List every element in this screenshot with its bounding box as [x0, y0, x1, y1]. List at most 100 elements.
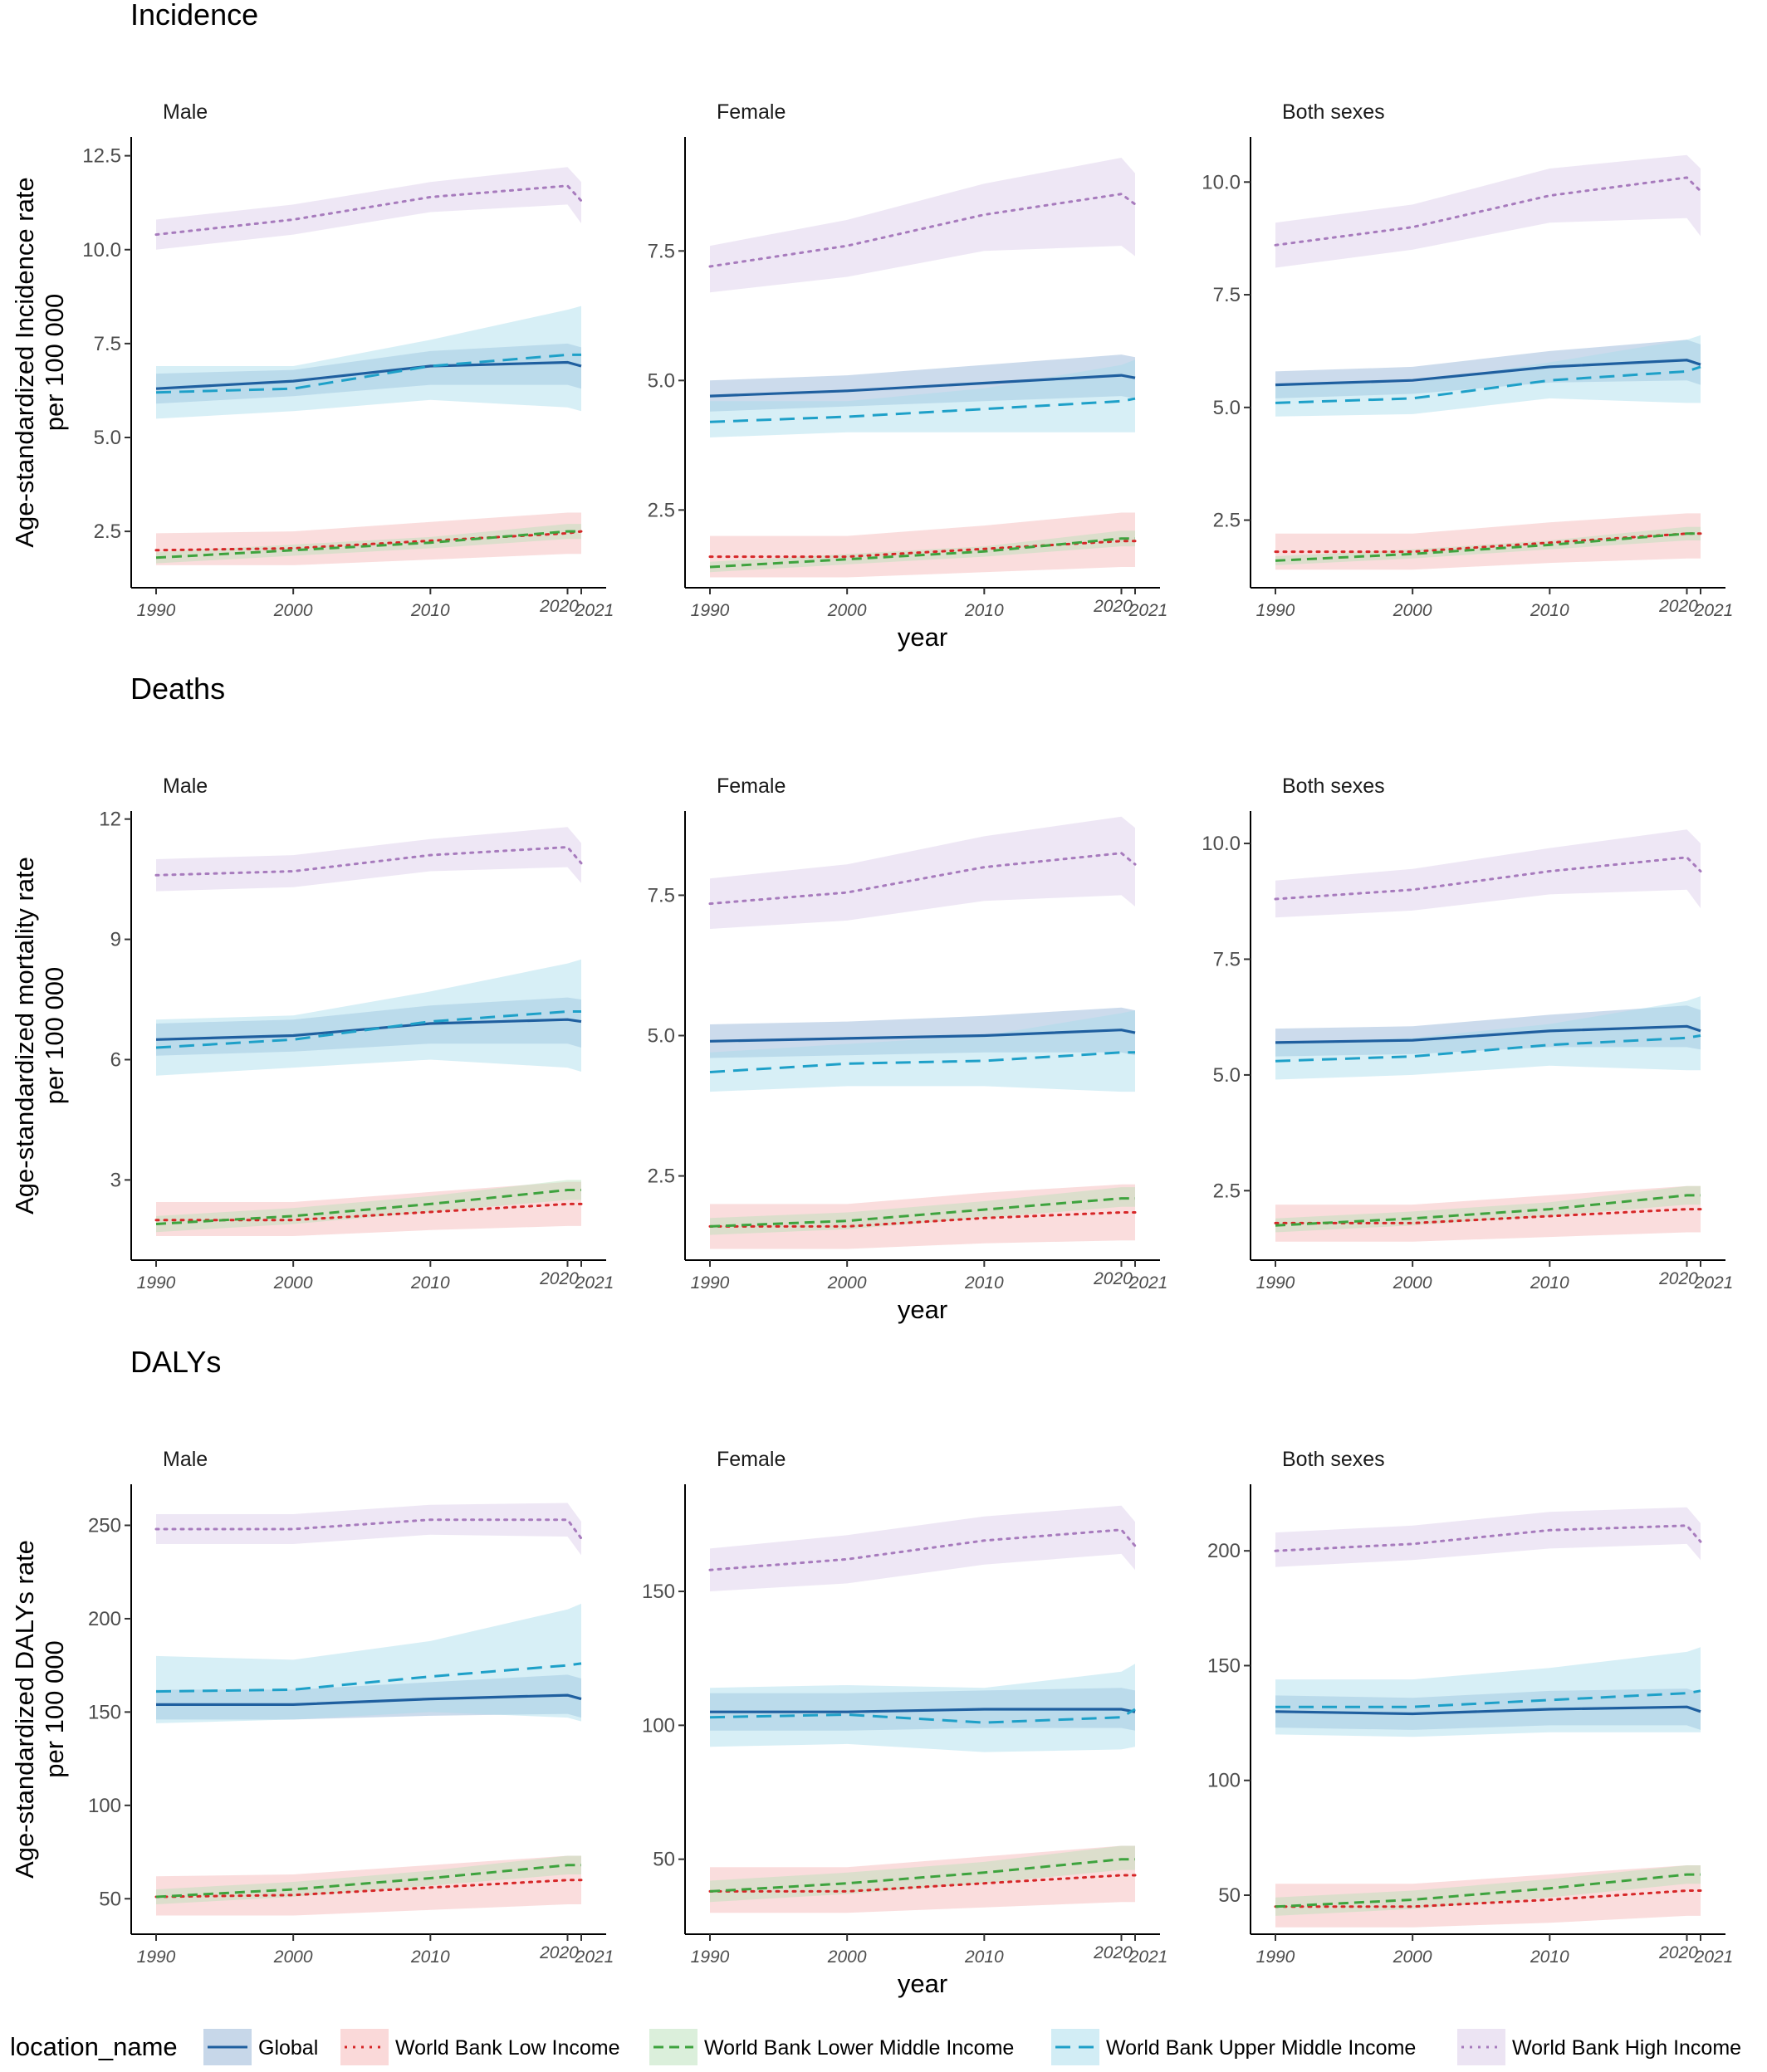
x-tick-label: 2021 [575, 1273, 614, 1293]
y-tick-label: 7.5 [1213, 284, 1241, 306]
panel-dalys-both-sexes: Both sexes 50 100 150 200 1990 2000 2010 2020202… [1207, 1448, 1733, 1967]
uncertainty-band-uppermid [156, 1603, 581, 1723]
x-tick-label: 1990 [137, 1273, 176, 1293]
y-tick-label: 250 [88, 1514, 121, 1537]
series-line-high [154, 184, 583, 237]
series-line-global [709, 374, 1136, 398]
x-tick-label: 1990 [691, 1947, 730, 1967]
series-line-lowermid [709, 1197, 1135, 1228]
panel-incidence-male: Male 2.5 5.0 7.5 10.0 12.5 1990 2000 2010 2020202… [10, 100, 614, 620]
x-tick-label: 1990 [1256, 1273, 1295, 1293]
series-line-low [154, 1202, 583, 1222]
y-tick-label: 5.0 [1213, 1064, 1241, 1087]
uncertainty-band-high [710, 816, 1135, 929]
uncertainty-band-lowermid [710, 1845, 1135, 1903]
y-axis-label-line: Age-standardized Incidence rate [10, 177, 39, 547]
series-line-high [154, 845, 583, 877]
uncertainty-band-global [1275, 1005, 1701, 1057]
y-tick-label: 150 [1207, 1654, 1241, 1677]
series-line-low [708, 1874, 1137, 1893]
uncertainty-band-lowermid [710, 1187, 1135, 1235]
x-tick-label: 2020 [539, 1943, 579, 1962]
panel-title: Female [717, 1448, 786, 1471]
y-tick-label: 5.0 [648, 1025, 675, 1048]
panel-deaths-both-sexes: Both sexes 2.5 5.0 7.5 10.0 1990 2000 2010 20202… [1202, 775, 1733, 1293]
series-line-lowermid [709, 1858, 1135, 1893]
x-axis-label: year [898, 1295, 947, 1324]
panel-title: Male [163, 100, 208, 124]
uncertainty-band-global [710, 1007, 1135, 1058]
x-tick-label: 2021 [1128, 601, 1168, 620]
legend-label-global: Global [258, 2036, 318, 2060]
legend-label-uppermid: World Bank Upper Middle Income [1106, 2036, 1416, 2060]
series-line-high [708, 1528, 1137, 1571]
y-tick-label: 100 [642, 1714, 675, 1737]
y-tick-label: 9 [110, 929, 121, 951]
series-line-lowermid [155, 1189, 581, 1225]
series-line-global [1275, 1705, 1701, 1716]
panel-title: Male [163, 1448, 208, 1471]
y-tick-label: 50 [653, 1849, 675, 1871]
x-tick-label: 2020 [539, 1269, 579, 1288]
panel-title: Female [717, 100, 786, 124]
y-tick-label: 200 [88, 1608, 121, 1630]
y-tick-label: 3 [110, 1169, 121, 1191]
x-tick-label: 2010 [410, 1273, 450, 1293]
x-tick-label: 1990 [137, 1947, 176, 1967]
uncertainty-band-global [1275, 1688, 1701, 1730]
uncertainty-band-lowermid [1275, 1185, 1701, 1233]
series-line-low [1274, 1889, 1702, 1908]
series-line-high [1274, 176, 1702, 247]
y-tick-label: 7.5 [648, 884, 675, 906]
y-tick-label: 50 [99, 1888, 121, 1910]
uncertainty-band-low [1275, 1865, 1701, 1928]
y-tick-label: 6 [110, 1048, 121, 1071]
series-line-low [708, 540, 1137, 559]
x-tick-label: 1990 [137, 601, 176, 620]
uncertainty-band-lowermid [156, 1855, 581, 1904]
x-tick-label: 2010 [964, 1947, 1004, 1967]
series-line-low [154, 1879, 583, 1899]
uncertainty-band-high [1275, 154, 1701, 268]
series-line-lowermid [1275, 1194, 1701, 1227]
x-tick-label: 2020 [1093, 1269, 1133, 1288]
series-line-global [1275, 1024, 1701, 1044]
x-axis-label: year [898, 1969, 947, 1998]
y-axis-label-line: Age-standardized mortality rate [10, 857, 39, 1214]
uncertainty-band-high [156, 1503, 581, 1556]
y-tick-label: 2.5 [1213, 510, 1241, 532]
uncertainty-band-lowermid [156, 1180, 581, 1233]
series-line-lowermid [155, 1864, 581, 1899]
y-tick-label: 150 [642, 1581, 675, 1603]
x-tick-label: 2000 [273, 1273, 313, 1293]
y-tick-label: 5.0 [1213, 397, 1241, 419]
series-line-lowermid [155, 530, 581, 560]
y-axis-label: Age-standardized DALYs rateper 100 000 [10, 1540, 69, 1879]
x-tick-label: 2021 [575, 1947, 614, 1967]
panel-incidence-both-sexes: Both sexes 2.5 5.0 7.5 10.0 1990 2000 2010 20202… [1202, 100, 1733, 620]
x-tick-label: 2020 [1093, 597, 1133, 616]
series-line-global [710, 1708, 1136, 1713]
panel-title: Female [717, 775, 786, 798]
uncertainty-band-lowermid [710, 530, 1135, 573]
uncertainty-band-uppermid [1275, 996, 1701, 1080]
x-tick-label: 2000 [827, 1947, 867, 1967]
uncertainty-band-low [710, 512, 1135, 578]
uncertainty-band-low [710, 1184, 1135, 1249]
y-tick-label: 7.5 [648, 240, 675, 262]
x-tick-label: 2010 [964, 1273, 1004, 1293]
x-axis-label: year [898, 623, 947, 652]
series-line-low [708, 1211, 1137, 1228]
y-tick-label: 200 [1207, 1540, 1241, 1562]
y-tick-label: 7.5 [94, 333, 121, 355]
panel-title: Both sexes [1282, 1448, 1385, 1471]
y-axis-label-line: Age-standardized DALYs rate [10, 1540, 39, 1879]
panel-title: Male [163, 775, 208, 798]
series-line-lowermid [709, 537, 1135, 569]
x-tick-label: 2020 [1093, 1943, 1133, 1962]
y-axis-label-line: per 100 000 [40, 294, 69, 431]
y-tick-label: 2.5 [94, 520, 121, 543]
